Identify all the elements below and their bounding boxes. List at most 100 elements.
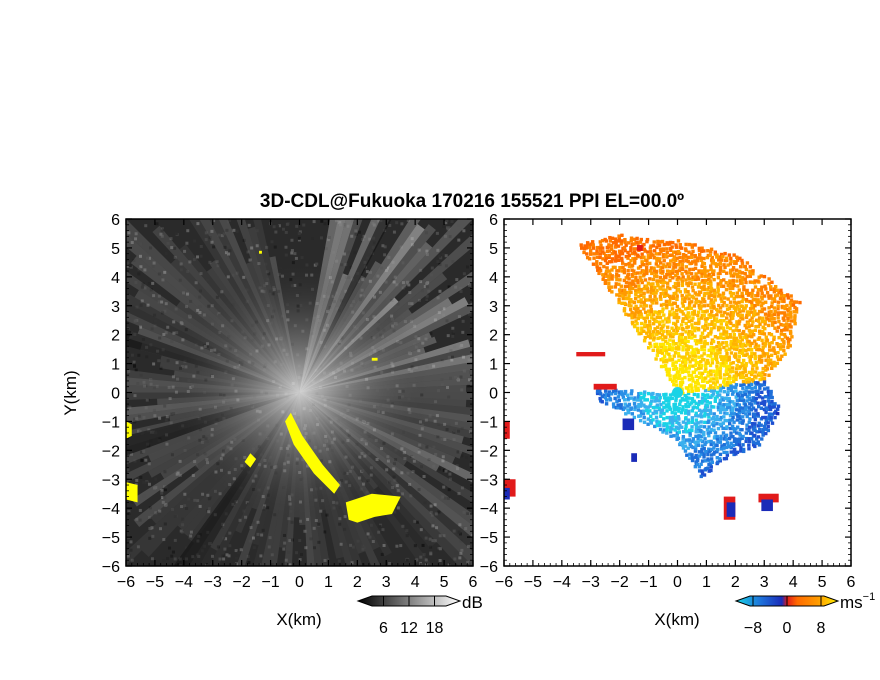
velocity-pixel [642, 300, 646, 305]
velocity-pixel [786, 318, 790, 323]
velocity-pixel [731, 376, 735, 380]
velocity-pixel [718, 383, 723, 388]
velocity-pixel [669, 259, 673, 263]
velocity-pixel [725, 441, 730, 445]
velocity-pixel [619, 406, 623, 410]
velocity-pixel [722, 319, 726, 323]
velocity-pixel [741, 409, 745, 414]
noise-speck [193, 239, 197, 243]
noise-speck [129, 265, 133, 269]
velocity-pixel [785, 336, 790, 340]
velocity-pixel [623, 237, 627, 242]
noise-speck [210, 240, 214, 244]
noise-speck [136, 545, 140, 549]
noise-speck [140, 299, 144, 303]
noise-speck [417, 337, 421, 341]
velocity-pixel [751, 440, 756, 444]
velocity-pixel [750, 421, 755, 426]
velocity-pixel [605, 274, 610, 278]
velocity-pixel [697, 454, 702, 458]
noise-speck [293, 252, 297, 256]
velocity-pixel [674, 258, 678, 263]
velocity-pixel [655, 332, 659, 336]
velocity-pixel [782, 296, 786, 301]
velocity-pixel [735, 363, 739, 368]
noise-speck [467, 358, 471, 362]
velocity-pixel [632, 237, 636, 242]
velocity-pixel [767, 296, 771, 300]
velocity-pixel [639, 278, 644, 283]
noise-speck [425, 333, 429, 337]
velocity-pixel [602, 393, 606, 397]
velocity-pixel [716, 275, 721, 280]
velocity-pixel [646, 346, 651, 350]
velocity-pixel [760, 285, 764, 289]
velocity-pixel [733, 355, 738, 359]
velocity-pixel [734, 395, 738, 399]
velocity-pixel [690, 311, 695, 315]
noise-speck [440, 437, 444, 441]
velocity-pixel [684, 242, 688, 247]
velocity-pixel [751, 396, 756, 400]
noise-speck [457, 492, 461, 496]
velocity-pixel [758, 427, 762, 432]
velocity-pixel [648, 323, 652, 327]
noise-speck [225, 553, 229, 557]
velocity-pixel [690, 252, 694, 256]
velocity-pixel [673, 412, 678, 416]
velocity-pixel [677, 376, 681, 381]
noise-speck [434, 400, 438, 404]
noise-speck [432, 464, 436, 468]
noise-speck [459, 551, 463, 555]
velocity-pixel [686, 357, 690, 361]
noise-speck [251, 521, 255, 525]
velocity-pixel [607, 249, 612, 253]
velocity-pixel [665, 250, 669, 255]
noise-speck [457, 530, 461, 534]
velocity-pixel [699, 316, 704, 320]
velocity-pixel [725, 325, 730, 330]
y-tick-label: 4 [111, 270, 120, 287]
velocity-pixel [678, 255, 682, 260]
noise-speck [180, 322, 184, 326]
noise-speck [142, 380, 146, 384]
velocity-edge-patch [622, 418, 635, 431]
velocity-pixel [715, 307, 719, 312]
velocity-pixel [753, 381, 758, 385]
velocity-pixel [713, 418, 718, 422]
velocity-pixel [710, 460, 715, 464]
velocity-pixel [708, 411, 713, 416]
velocity-pixel [680, 340, 685, 345]
velocity-pixel [708, 462, 713, 466]
velocity-pixel [659, 249, 663, 254]
noise-speck [317, 522, 321, 526]
velocity-pixel [713, 435, 717, 439]
velocity-pixel [700, 471, 705, 476]
velocity-pixel [792, 310, 796, 314]
velocity-pixel [722, 407, 726, 412]
velocity-pixel [716, 417, 720, 422]
velocity-pixel [725, 320, 730, 325]
velocity-pixel [709, 447, 714, 452]
velocity-pixel [670, 379, 675, 383]
velocity-pixel [683, 338, 688, 343]
velocity-pixel [713, 443, 717, 447]
noise-speck [150, 327, 154, 331]
velocity-pixel [755, 300, 759, 304]
noise-speck [165, 415, 169, 419]
noise-speck [257, 262, 261, 266]
velocity-pixel [642, 409, 646, 413]
velocity-pixel [748, 396, 752, 400]
velocity-pixel [639, 321, 644, 326]
noise-speck [160, 227, 164, 231]
velocity-pixel [668, 286, 672, 291]
y-tick-label: −2 [102, 443, 120, 460]
velocity-pixel [764, 427, 768, 431]
noise-speck [164, 503, 168, 507]
velocity-pixel [662, 280, 667, 285]
velocity-pixel [630, 286, 635, 291]
velocity-pixel [683, 369, 688, 374]
noise-speck [145, 481, 149, 485]
yellow-region [244, 453, 257, 468]
noise-speck [137, 414, 141, 418]
